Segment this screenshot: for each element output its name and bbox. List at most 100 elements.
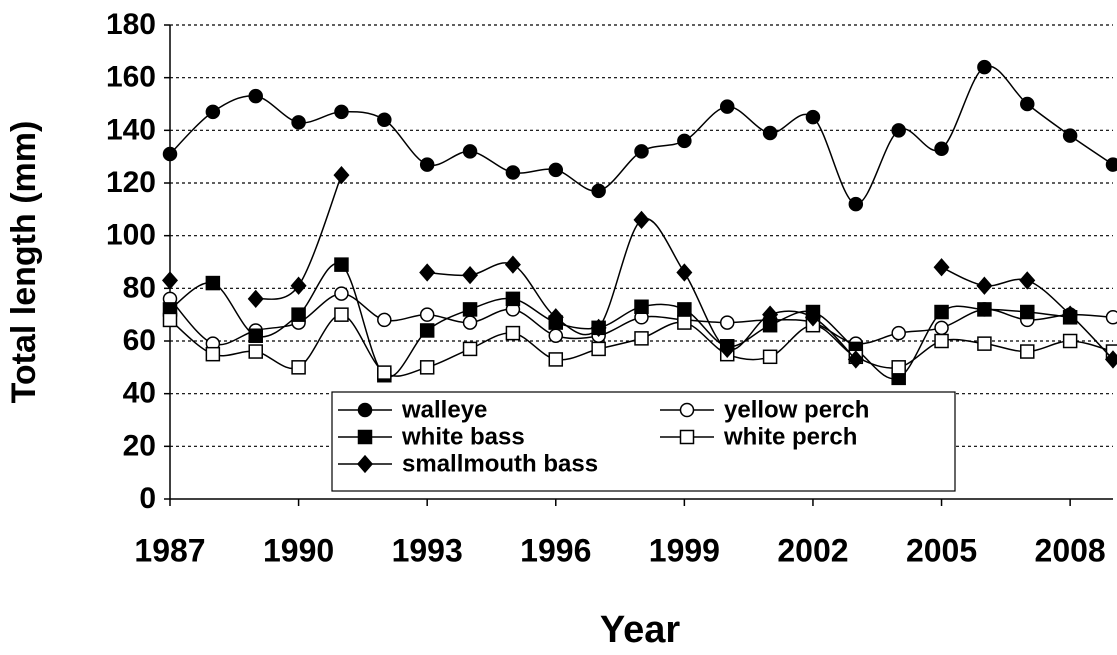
y-tick-label: 40 [123,377,156,410]
marker [377,365,392,380]
marker [334,286,349,301]
marker [357,429,373,445]
y-tick-label: 140 [106,113,156,146]
marker [679,429,695,445]
marker [848,196,864,212]
y-tick-label: 160 [106,61,156,94]
marker [162,271,178,290]
marker [505,291,521,307]
marker [719,99,735,114]
marker [1062,305,1079,324]
marker [377,312,392,328]
marker [162,146,178,162]
legend-label: white bass [401,423,525,450]
legend-label: white perch [723,423,857,450]
marker [505,165,521,180]
marker [462,266,479,285]
marker [1020,344,1035,359]
marker [933,258,950,277]
y-tick-label: 80 [123,271,156,304]
marker [679,402,695,418]
marker [634,299,649,315]
x-tick-label: 2008 [1035,532,1106,568]
marker [591,183,606,199]
legend-label: yellow perch [724,396,869,423]
marker [547,308,564,327]
marker [1105,310,1117,325]
marker [419,360,435,375]
marker [462,144,478,159]
marker [891,360,906,375]
marker [634,144,649,159]
marker [762,305,779,324]
x-tick-label: 2005 [906,532,977,568]
marker [677,315,692,330]
marker [934,304,949,320]
marker [977,336,992,351]
marker [677,302,692,317]
marker [462,341,478,357]
marker [633,210,650,230]
marker [762,349,778,365]
marker [977,302,992,317]
marker [334,104,349,120]
marker [247,289,264,309]
y-tick-label: 180 [106,8,156,41]
marker [248,88,263,104]
marker [505,325,521,341]
x-tick-label: 1993 [392,532,463,568]
marker [1105,157,1117,172]
x-tick-label: 2002 [777,532,848,568]
marker [804,308,821,327]
marker [891,325,906,341]
x-tick-label: 1996 [520,532,591,568]
marker [357,402,373,418]
marker [548,162,564,178]
marker [719,339,736,359]
y-tick-label: 20 [123,429,156,462]
x-tick-label: 1987 [134,532,205,568]
marker [419,323,435,338]
marker [419,263,436,282]
marker [333,165,350,185]
marker [676,263,693,282]
marker [1020,304,1035,320]
marker [1062,333,1078,349]
legend: walleye yellow perch white bass white perch… [331,391,956,492]
marker [205,275,221,291]
marker [291,115,306,130]
y-tick-label: 60 [123,324,156,357]
marker [462,315,478,330]
series-line [169,65,1114,205]
marker [548,328,564,343]
marker [934,320,949,336]
marker [762,125,778,141]
marker [719,315,735,330]
marker [205,346,221,362]
marker [290,276,307,295]
marker [977,59,992,75]
marker [504,255,521,274]
y-axis-title: Total length (mm) [5,121,43,404]
marker [548,352,564,367]
marker [419,307,435,322]
marker [1020,96,1035,112]
y-tick-label: 0 [139,482,156,515]
marker [334,307,349,322]
y-tick-label: 100 [106,219,156,252]
marker [419,157,435,172]
marker [1019,271,1036,290]
marker [1105,350,1117,369]
marker [934,333,949,349]
marker [462,302,478,317]
marker [590,318,607,337]
marker [291,307,306,322]
marker [805,109,821,125]
marker [934,141,949,157]
marker [377,112,392,128]
marker [677,133,692,149]
y-tick-label: 120 [106,166,156,199]
x-axis-title: Year [600,609,681,651]
marker [976,276,993,295]
